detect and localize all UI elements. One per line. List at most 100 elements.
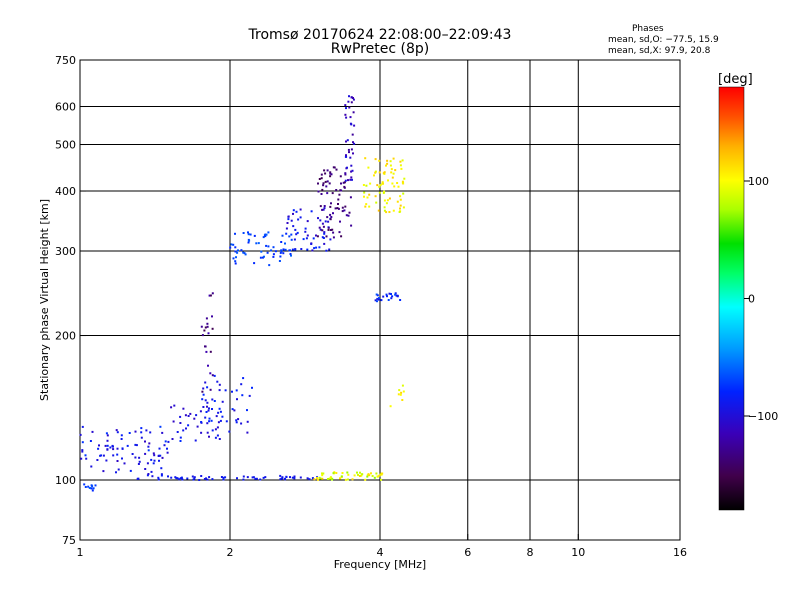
data-point bbox=[160, 467, 163, 470]
data-point bbox=[287, 218, 290, 221]
data-point bbox=[391, 295, 394, 298]
data-point bbox=[150, 470, 153, 473]
data-point bbox=[292, 225, 295, 228]
data-point bbox=[178, 478, 181, 481]
data-point bbox=[369, 182, 372, 185]
data-point bbox=[193, 417, 196, 420]
data-point bbox=[204, 416, 207, 419]
data-point bbox=[376, 184, 379, 187]
data-point bbox=[161, 456, 164, 459]
data-point bbox=[313, 478, 316, 481]
data-point bbox=[160, 474, 163, 477]
data-point bbox=[247, 231, 249, 234]
data-point bbox=[192, 478, 195, 481]
data-point bbox=[323, 242, 326, 245]
data-point bbox=[317, 190, 320, 193]
data-point bbox=[268, 264, 271, 267]
data-point bbox=[345, 116, 348, 119]
data-point bbox=[259, 256, 262, 259]
data-point bbox=[211, 292, 214, 295]
data-point bbox=[134, 430, 137, 433]
data-point bbox=[153, 459, 156, 462]
data-point bbox=[285, 475, 288, 478]
data-point bbox=[328, 182, 331, 185]
data-point bbox=[146, 474, 149, 477]
data-point bbox=[234, 246, 237, 249]
data-point bbox=[175, 477, 178, 480]
data-point bbox=[321, 236, 324, 239]
x-axis-label: Frequency [MHz] bbox=[334, 558, 426, 571]
data-point bbox=[286, 222, 289, 224]
data-point bbox=[189, 412, 192, 415]
data-point bbox=[350, 164, 353, 167]
data-point bbox=[294, 248, 297, 251]
data-point bbox=[233, 409, 236, 412]
data-point bbox=[146, 462, 149, 465]
data-point bbox=[376, 294, 379, 297]
data-point bbox=[339, 189, 342, 192]
data-point bbox=[347, 473, 350, 476]
data-point bbox=[378, 171, 381, 174]
data-point bbox=[378, 185, 381, 188]
data-point bbox=[289, 249, 292, 252]
data-point bbox=[195, 414, 198, 417]
x-tick-label: 16 bbox=[673, 546, 687, 559]
data-point bbox=[232, 243, 235, 246]
data-point bbox=[378, 159, 381, 162]
data-point bbox=[163, 444, 166, 447]
data-point bbox=[352, 152, 354, 155]
data-point bbox=[399, 204, 402, 207]
data-point bbox=[216, 426, 219, 429]
data-point bbox=[90, 465, 93, 468]
data-point bbox=[209, 372, 212, 375]
data-point bbox=[322, 237, 325, 239]
data-point bbox=[347, 179, 349, 182]
data-point bbox=[327, 220, 330, 223]
data-point bbox=[206, 405, 208, 408]
data-point bbox=[129, 469, 132, 472]
data-point bbox=[246, 431, 249, 434]
data-point bbox=[147, 445, 150, 448]
data-point bbox=[263, 234, 266, 237]
data-point bbox=[386, 159, 389, 162]
data-point bbox=[90, 487, 93, 490]
data-point bbox=[112, 454, 115, 457]
data-point bbox=[222, 476, 225, 479]
data-point bbox=[333, 166, 336, 169]
data-point bbox=[316, 235, 319, 238]
data-point bbox=[368, 205, 371, 208]
data-point bbox=[323, 207, 326, 210]
data-point bbox=[285, 227, 288, 230]
data-point bbox=[364, 478, 367, 481]
data-point bbox=[260, 250, 263, 253]
data-point bbox=[394, 292, 397, 295]
data-point bbox=[186, 477, 189, 480]
data-point bbox=[373, 174, 375, 177]
data-point bbox=[157, 455, 160, 457]
data-point bbox=[96, 459, 99, 461]
data-point bbox=[204, 381, 207, 384]
data-point bbox=[315, 234, 317, 237]
data-point bbox=[339, 477, 342, 480]
data-point bbox=[374, 158, 377, 161]
data-point bbox=[315, 246, 318, 249]
data-point bbox=[350, 176, 353, 179]
data-point bbox=[246, 409, 248, 412]
data-point bbox=[367, 473, 370, 476]
data-point bbox=[321, 229, 324, 232]
data-point bbox=[364, 157, 367, 160]
data-point bbox=[152, 462, 155, 465]
phase-x-mode: mean, sd,X: 97.9, 20.8 bbox=[608, 46, 711, 56]
y-tick-label: 600 bbox=[55, 101, 76, 114]
data-point bbox=[159, 425, 162, 428]
data-point bbox=[343, 209, 346, 212]
data-point bbox=[172, 420, 175, 423]
data-point bbox=[244, 253, 247, 256]
data-point bbox=[214, 436, 217, 439]
data-point bbox=[204, 399, 207, 402]
data-point bbox=[317, 478, 319, 481]
data-point bbox=[231, 408, 234, 411]
data-point bbox=[208, 417, 211, 420]
data-point bbox=[390, 168, 393, 171]
data-point bbox=[135, 444, 138, 447]
